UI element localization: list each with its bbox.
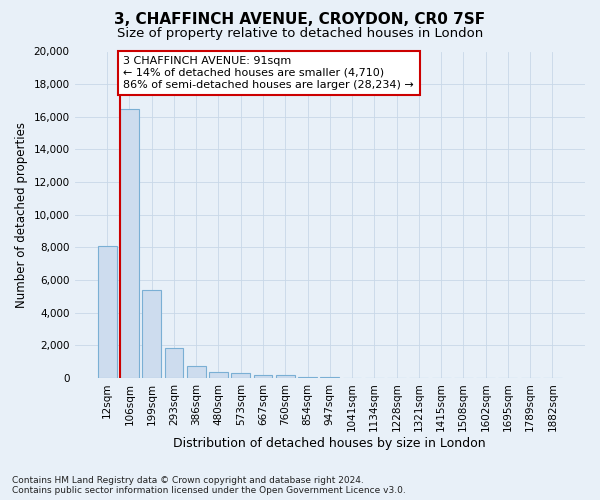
Bar <box>187 366 206 378</box>
Bar <box>120 108 139 378</box>
Bar <box>142 290 161 378</box>
Text: Contains HM Land Registry data © Crown copyright and database right 2024.
Contai: Contains HM Land Registry data © Crown c… <box>12 476 406 495</box>
Text: 3 CHAFFINCH AVENUE: 91sqm
← 14% of detached houses are smaller (4,710)
86% of se: 3 CHAFFINCH AVENUE: 91sqm ← 14% of detac… <box>124 56 414 90</box>
Bar <box>276 375 295 378</box>
X-axis label: Distribution of detached houses by size in London: Distribution of detached houses by size … <box>173 437 486 450</box>
Bar <box>254 374 272 378</box>
Y-axis label: Number of detached properties: Number of detached properties <box>15 122 28 308</box>
Bar <box>98 246 116 378</box>
Bar <box>231 374 250 378</box>
Bar <box>209 372 228 378</box>
Bar <box>164 348 184 378</box>
Text: 3, CHAFFINCH AVENUE, CROYDON, CR0 7SF: 3, CHAFFINCH AVENUE, CROYDON, CR0 7SF <box>115 12 485 28</box>
Bar <box>298 377 317 378</box>
Text: Size of property relative to detached houses in London: Size of property relative to detached ho… <box>117 28 483 40</box>
